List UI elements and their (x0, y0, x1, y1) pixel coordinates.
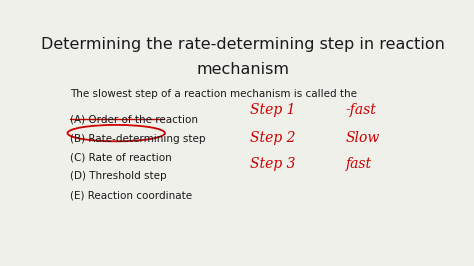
Text: (A) Order of the reaction: (A) Order of the reaction (70, 115, 198, 125)
Text: Determining the rate-determining step in reaction: Determining the rate-determining step in… (41, 37, 445, 52)
Text: fast: fast (346, 157, 372, 171)
Text: (C) Rate of reaction: (C) Rate of reaction (70, 153, 172, 163)
Text: (D) Threshold step: (D) Threshold step (70, 171, 167, 181)
Text: Slow: Slow (346, 131, 380, 146)
Text: mechanism: mechanism (196, 62, 290, 77)
Text: Step 2: Step 2 (250, 131, 296, 146)
Text: The slowest step of a reaction mechanism is called the: The slowest step of a reaction mechanism… (70, 89, 357, 99)
Text: Step 1: Step 1 (250, 103, 296, 117)
Text: (B) Rate-determining step: (B) Rate-determining step (70, 134, 206, 144)
Text: -fast: -fast (346, 103, 377, 117)
Text: Step 3: Step 3 (250, 157, 296, 171)
Text: (E) Reaction coordinate: (E) Reaction coordinate (70, 190, 192, 200)
